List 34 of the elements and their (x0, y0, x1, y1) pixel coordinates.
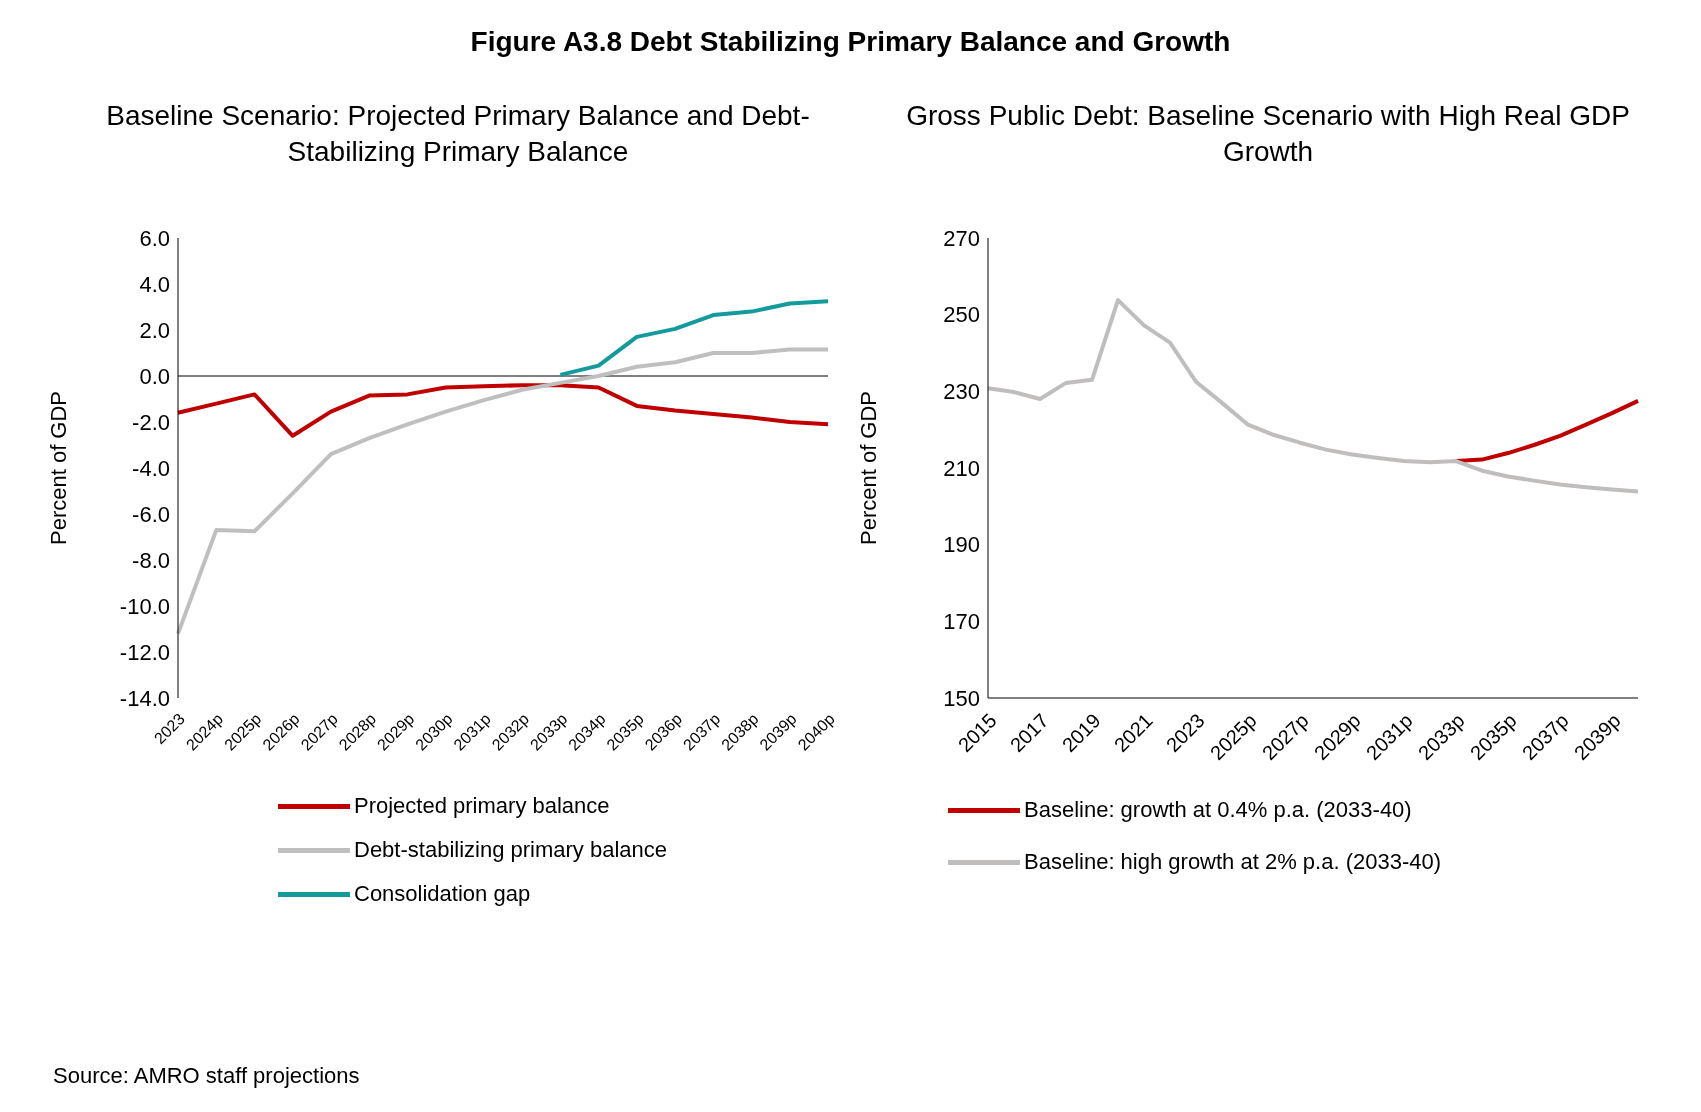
line-series (176, 347, 830, 636)
y-tick-label: 210 (943, 455, 980, 481)
legend-label: Consolidation gap (354, 881, 531, 907)
y-tick-label: 170 (943, 609, 980, 635)
y-tick-label: 190 (943, 532, 980, 558)
y-tick-label: -10.0 (119, 593, 170, 619)
y-tick-label: 270 (943, 225, 980, 251)
legend-label: Baseline: high growth at 2% p.a. (2033-40) (1024, 849, 1442, 875)
chart-title: Baseline Scenario: Projected Primary Balance and Debt-Stabilizing Primary Balance (105, 99, 811, 169)
chart-title: Gross Public Debt: Baseline Scenario with High Real GDP Growth (905, 99, 1631, 169)
line-series (558, 299, 830, 377)
caption: Figure A3.8 Debt Stabilizing Primary Balance and Growth (469, 26, 1232, 58)
y-tick-label: -8.0 (132, 547, 170, 573)
y-tick-label: -12.0 (119, 639, 170, 665)
legend-label: Baseline: growth at 0.4% p.a. (2033-40) (1024, 797, 1412, 823)
y-tick-label: -2.0 (132, 409, 170, 435)
line-series (176, 383, 830, 438)
line-series (986, 298, 1640, 494)
y-tick-label: 150 (943, 685, 980, 711)
y-axis-title: Percent of GDP (45, 390, 71, 546)
y-tick-label: 250 (943, 302, 980, 328)
y-axis-title: Percent of GDP (855, 390, 881, 546)
y-tick-label: 6.0 (139, 225, 170, 251)
y-tick-label: 230 (943, 379, 980, 405)
legend-label: Debt-stabilizing primary balance (354, 837, 668, 863)
legend-label: Projected primary balance (354, 793, 610, 819)
source-note: Source: AMRO staff projections (53, 1063, 360, 1089)
line-series (1454, 398, 1640, 464)
y-tick-label: -6.0 (132, 501, 170, 527)
y-tick-label: 0.0 (139, 363, 170, 389)
y-tick-label: 4.0 (139, 271, 170, 297)
y-tick-label: 2.0 (139, 317, 170, 343)
y-tick-label: -14.0 (119, 685, 170, 711)
y-tick-label: -4.0 (132, 455, 170, 481)
